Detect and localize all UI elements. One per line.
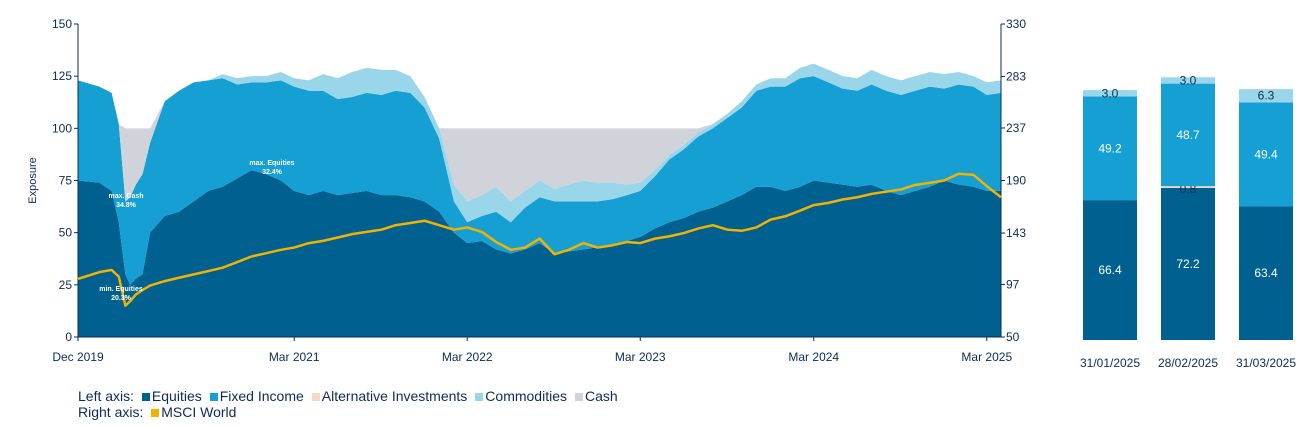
bar-category-label: 31/03/2025 xyxy=(1236,356,1296,370)
legend-left-items: Equities Fixed Income Alternative Investme… xyxy=(138,388,622,404)
y-tick-label: 50 xyxy=(59,226,73,240)
legend-label: Equities xyxy=(151,388,202,404)
y-axis-label: Exposure xyxy=(27,157,39,203)
annotation-value: 34.8% xyxy=(116,202,137,209)
legend-item-msci-world: MSCI World xyxy=(147,404,236,420)
annotation-label: min. Equities xyxy=(99,286,143,293)
x-tick-label: Mar 2022 xyxy=(442,350,493,364)
bar-data-label: 63.4 xyxy=(1254,266,1278,280)
bar-data-label: 49.4 xyxy=(1254,147,1278,161)
bar-commodities xyxy=(1161,77,1215,84)
bar-data-label: 3.0 xyxy=(1102,86,1119,100)
bar-commodities xyxy=(1083,90,1137,97)
legend-label: Alternative Investments xyxy=(321,388,468,404)
annotation-label: max. Cash xyxy=(108,193,143,200)
area-fixed-income xyxy=(78,76,1001,285)
legend-item-fixed-income: Fixed Income xyxy=(206,388,304,404)
legend-left-axis: Left axis: Equities Fixed Income Alternati… xyxy=(78,388,622,404)
annotation-value: 20.3% xyxy=(111,295,132,302)
legend-label: Fixed Income xyxy=(219,388,304,404)
legend-swatch xyxy=(475,392,484,401)
y2-tick-label: 97 xyxy=(1006,277,1020,291)
bar-data-label: 48.7 xyxy=(1176,128,1200,142)
bar-data-label: 72.2 xyxy=(1176,257,1200,271)
y2-tick-label: 237 xyxy=(1006,121,1026,135)
y2-tick-label: 190 xyxy=(1006,174,1026,188)
legend-label: Cash xyxy=(585,388,618,404)
bar-data-label: 49.2 xyxy=(1098,141,1122,155)
legend-left-axis-label: Left axis: xyxy=(78,388,135,404)
y-tick-label: 100 xyxy=(52,121,72,135)
x-tick-label: Mar 2023 xyxy=(615,350,666,364)
bar-fixed-income xyxy=(1161,83,1215,187)
monthly-allocation-bar-chart: 66.449.23.031/01/202572.20.848.73.028/02… xyxy=(1080,73,1296,370)
legend-swatch xyxy=(141,392,150,401)
legend-label: MSCI World xyxy=(161,404,237,420)
area-commodities xyxy=(78,63,1001,223)
exposure-area-chart: 0 25 50 75 100 125 150 50 97 143 190 237 283 330 Dec 2… xyxy=(27,17,1026,364)
annotation-value: 32.4% xyxy=(262,169,283,176)
annotation-label: max. Equities xyxy=(249,160,294,167)
x-tick-label: Dec 2019 xyxy=(52,350,104,364)
y-tick-label: 25 xyxy=(59,278,73,292)
y-tick-label: 150 xyxy=(52,17,72,31)
y-tick-label: 125 xyxy=(52,69,72,83)
legend-swatch xyxy=(151,408,160,417)
y2-tick-label: 283 xyxy=(1006,70,1026,84)
x-tick-label: Mar 2021 xyxy=(269,350,320,364)
y2-tick-label: 143 xyxy=(1006,226,1026,240)
x-tick-label: Mar 2024 xyxy=(788,350,839,364)
bar-category-label: 28/02/2025 xyxy=(1158,356,1218,370)
bar-fixed-income xyxy=(1083,96,1137,201)
legend-item-cash: Cash xyxy=(571,388,618,404)
bar-equities xyxy=(1083,200,1137,340)
y2-tick-label: 330 xyxy=(1006,17,1026,31)
legend-label: Commodities xyxy=(485,388,567,404)
bar-commodities xyxy=(1239,89,1293,103)
legend-item-equities: Equities xyxy=(138,388,202,404)
legend-item-commodities: Commodities xyxy=(471,388,567,404)
y-tick-label: 0 xyxy=(65,330,72,344)
bar-equities xyxy=(1239,206,1293,340)
area-equities xyxy=(78,170,1001,337)
line-msci-world xyxy=(77,172,1002,307)
bar-data-label: 3.0 xyxy=(1180,73,1197,87)
bar-alternative-investments xyxy=(1161,186,1215,188)
bar-equities xyxy=(1161,187,1215,340)
legend-right-items: MSCI World xyxy=(147,404,240,420)
bar-data-label: 66.4 xyxy=(1098,263,1122,277)
area-cash xyxy=(78,63,1001,202)
legend-swatch xyxy=(575,392,583,401)
legend-item-alternative-investments: Alternative Investments xyxy=(308,388,468,404)
legend-right-axis-label: Right axis: xyxy=(78,404,144,420)
bar-fixed-income xyxy=(1239,102,1293,207)
x-tick-label: Mar 2025 xyxy=(961,350,1012,364)
bar-category-label: 31/01/2025 xyxy=(1080,356,1140,370)
y2-tick-label: 50 xyxy=(1006,330,1020,344)
bar-data-label: 6.3 xyxy=(1258,89,1275,103)
legend-right-axis: Right axis: MSCI World xyxy=(78,404,240,420)
legend-swatch xyxy=(311,392,320,401)
legend-swatch xyxy=(209,392,218,401)
y-tick-label: 75 xyxy=(59,174,73,188)
